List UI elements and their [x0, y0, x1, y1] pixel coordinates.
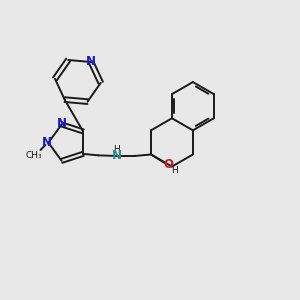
Text: H: H [171, 166, 177, 175]
Text: N: N [57, 117, 67, 130]
Text: CH₃: CH₃ [26, 151, 42, 160]
Text: O: O [163, 158, 173, 171]
Text: N: N [112, 149, 122, 162]
Text: N: N [42, 136, 52, 149]
Text: H: H [113, 145, 120, 154]
Text: N: N [86, 56, 96, 68]
